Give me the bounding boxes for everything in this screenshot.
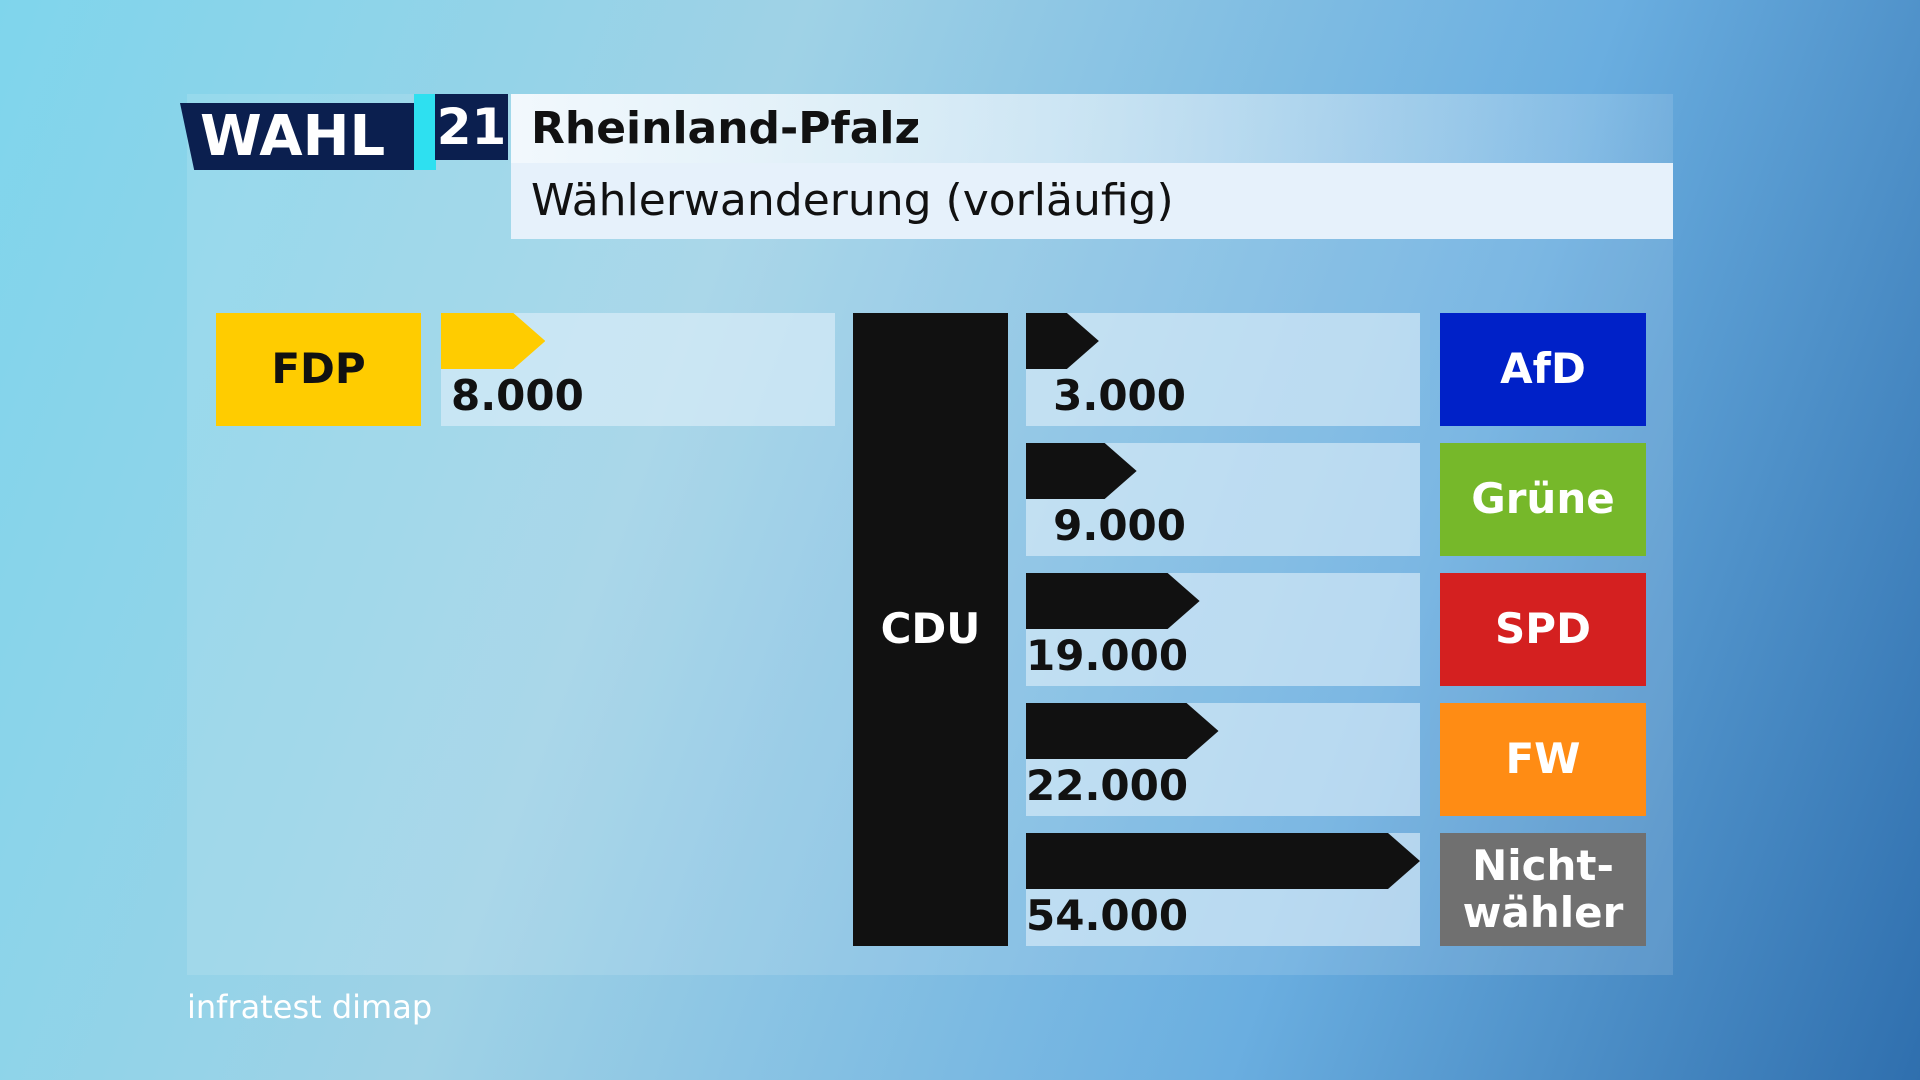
target-party: FW: [1440, 703, 1646, 816]
value-label: 8.000: [451, 371, 584, 420]
logo: WAHL: [180, 103, 416, 170]
bar: [1026, 833, 1420, 889]
bar-row: [1026, 313, 1420, 426]
value-label: 3.000: [1053, 371, 1186, 420]
logo-number: 21: [435, 94, 508, 160]
source-party: FDP: [216, 313, 421, 426]
chart-subtitle: Wählerwanderung (vorläufig): [511, 163, 1673, 239]
value-label: 9.000: [1053, 501, 1186, 550]
target-party: SPD: [1440, 573, 1646, 686]
value-label: 54.000: [1026, 891, 1189, 940]
target-party: Grüne: [1440, 443, 1646, 556]
bar: [1026, 703, 1219, 759]
target-party: Nicht- wähler: [1440, 833, 1646, 946]
value-label: 22.000: [1026, 761, 1189, 810]
target-party: AfD: [1440, 313, 1646, 426]
source: infratest dimap: [187, 988, 433, 1026]
center-party: CDU: [853, 313, 1008, 946]
chart-title: Rheinland-Pfalz: [511, 94, 1673, 163]
logo-stripe: [414, 94, 436, 170]
bar: [1026, 573, 1200, 629]
value-label: 19.000: [1026, 631, 1189, 680]
